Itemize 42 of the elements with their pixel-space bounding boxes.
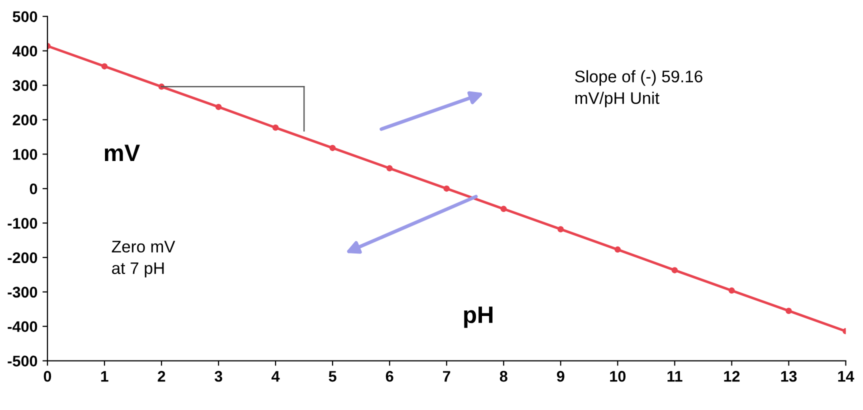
x-tick-label: 4	[272, 371, 280, 382]
y-tick-label: 500	[12, 11, 38, 22]
x-tick-label: 14	[838, 371, 854, 382]
x-tick-label: 13	[781, 370, 797, 382]
point	[786, 308, 792, 314]
point	[500, 206, 507, 212]
y-tick-label: 0	[30, 183, 38, 194]
annotation: Slope of (-) 59.16 mV/pH Unit	[575, 70, 702, 108]
x-tick-label: 1	[101, 371, 108, 382]
point	[443, 185, 450, 192]
y-tick-label: -200	[8, 252, 38, 264]
y-axis-title: mV	[104, 144, 140, 162]
y-tick-label: 400	[12, 46, 38, 57]
y-tick-label: -500	[8, 356, 38, 366]
y-tick-label: 200	[12, 114, 38, 126]
point	[272, 124, 279, 131]
x-tick-label: 7	[443, 371, 450, 382]
x-tick-label: 5	[328, 371, 336, 382]
point	[101, 63, 108, 70]
annotation: Zero mV at 7 pH	[112, 240, 176, 278]
point	[329, 144, 336, 152]
x-tick-label: 9	[556, 370, 564, 382]
y-tick-label: 300	[12, 80, 38, 91]
x-tick-label: 0	[44, 370, 52, 382]
y-tick-label: -300	[8, 286, 38, 298]
x-tick-label: 8	[500, 370, 508, 382]
x-tick-label: 11	[668, 371, 682, 382]
x-tick-label: 10	[610, 370, 626, 382]
point	[386, 165, 393, 172]
x-axis-title: pH	[464, 306, 492, 328]
y-tick-label: 100	[13, 149, 38, 160]
point	[215, 104, 222, 110]
point	[728, 287, 735, 294]
point	[614, 246, 621, 253]
x-tick-label: 12	[724, 370, 740, 382]
x-tick-label: 6	[386, 370, 394, 382]
point	[558, 226, 564, 232]
y-tick-label: -100	[8, 218, 38, 229]
y-tick-label: -400	[8, 321, 38, 332]
point	[672, 267, 678, 274]
x-tick-label: 3	[214, 370, 222, 382]
x-tick-label: 2	[158, 370, 166, 382]
